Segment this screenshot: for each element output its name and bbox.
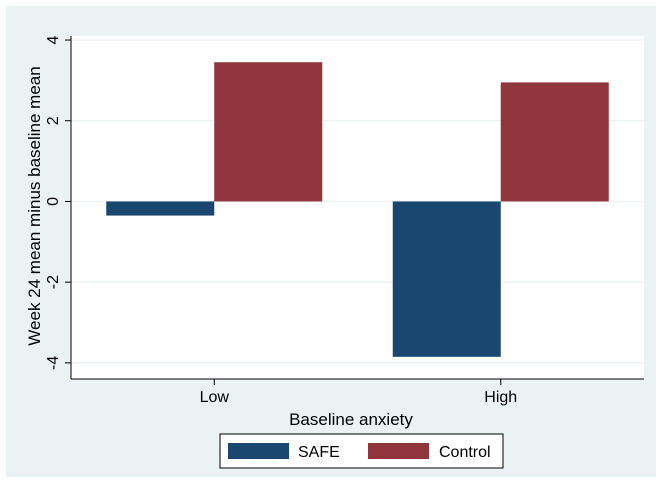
y-tick-label: 4	[45, 35, 62, 44]
legend-swatch-safe	[228, 443, 289, 459]
y-tick-label: 2	[45, 116, 62, 125]
x-tick-label: Low	[200, 389, 230, 406]
bar-chart: -4 -2 0 2 4 Low High Week 24 mean minus basel…	[25, 35, 644, 469]
bar-safe-high	[392, 201, 501, 357]
legend: SAFE Control	[219, 433, 504, 469]
y-ticks: -4 -2 0 2 4	[45, 35, 71, 370]
y-tick-label: 0	[45, 197, 62, 206]
legend-label-control: Control	[439, 444, 491, 461]
legend-label-safe: SAFE	[298, 444, 340, 461]
bar-control-low	[214, 62, 323, 202]
legend-swatch-control	[368, 443, 429, 459]
bar-safe-low	[106, 201, 215, 216]
x-tick-label: High	[484, 389, 517, 406]
y-tick-label: -2	[45, 275, 62, 289]
bars	[106, 62, 609, 357]
y-axis-title: Week 24 mean minus baseline mean	[25, 66, 44, 345]
chart-figure: -4 -2 0 2 4 Low High Week 24 mean minus basel…	[6, 6, 656, 477]
x-ticks: Low High	[200, 379, 517, 406]
y-tick-label: -4	[45, 356, 62, 370]
bar-control-high	[500, 82, 609, 202]
x-axis-title: Baseline anxiety	[289, 410, 413, 429]
